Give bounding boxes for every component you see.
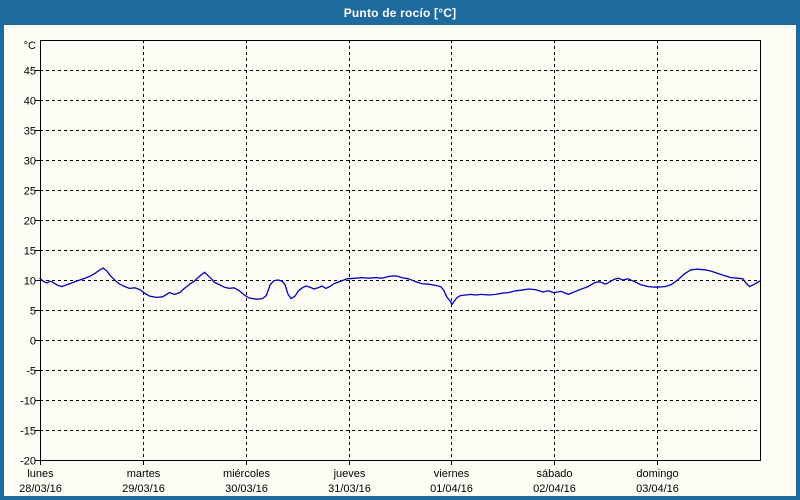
y-axis-tick-label: 15 xyxy=(24,246,36,258)
y-axis-tick-label: 40 xyxy=(24,96,36,108)
y-axis-tick-label: -20 xyxy=(20,456,36,468)
y-axis-tick-label: 5 xyxy=(30,306,36,318)
x-axis-date-label: 31/03/16 xyxy=(328,483,371,495)
x-axis-day-label: domingo xyxy=(636,468,678,480)
x-axis-date-label: 30/03/16 xyxy=(225,483,268,495)
y-axis-tick-label: 20 xyxy=(24,216,36,228)
y-axis-tick-label: 45 xyxy=(24,66,36,78)
y-axis-tick-label: 35 xyxy=(24,126,36,138)
y-axis-tick-label: -10 xyxy=(20,396,36,408)
x-axis-day-label: lunes xyxy=(27,468,54,480)
plot-border xyxy=(40,40,761,461)
x-axis-day-label: martes xyxy=(127,468,161,480)
y-axis-tick-label: 25 xyxy=(24,186,36,198)
y-axis-tick-label: 0 xyxy=(30,336,36,348)
x-axis-date-label: 29/03/16 xyxy=(122,483,165,495)
y-axis-tick-label: 30 xyxy=(24,156,36,168)
x-axis-day-label: viernes xyxy=(434,468,470,480)
y-axis-tick-label: -5 xyxy=(26,366,36,378)
y-axis-tick-label: -15 xyxy=(20,426,36,438)
x-axis-date-label: 03/04/16 xyxy=(636,483,679,495)
x-axis-date-label: 28/03/16 xyxy=(19,483,62,495)
x-axis-day-label: jueves xyxy=(333,468,366,480)
window-title-bar: Punto de rocío [°C] xyxy=(0,0,800,25)
x-axis-day-label: sábado xyxy=(536,468,572,480)
x-axis-date-label: 01/04/16 xyxy=(430,483,473,495)
x-axis-day-label: miércoles xyxy=(223,468,271,480)
chart-panel xyxy=(4,25,796,496)
window-title: Punto de rocío [°C] xyxy=(343,5,457,20)
dewpoint-series-line xyxy=(39,267,761,306)
x-axis-date-label: 02/04/16 xyxy=(533,483,576,495)
y-axis-tick-label: 10 xyxy=(24,276,36,288)
y-axis-unit-label: °C xyxy=(24,40,36,52)
